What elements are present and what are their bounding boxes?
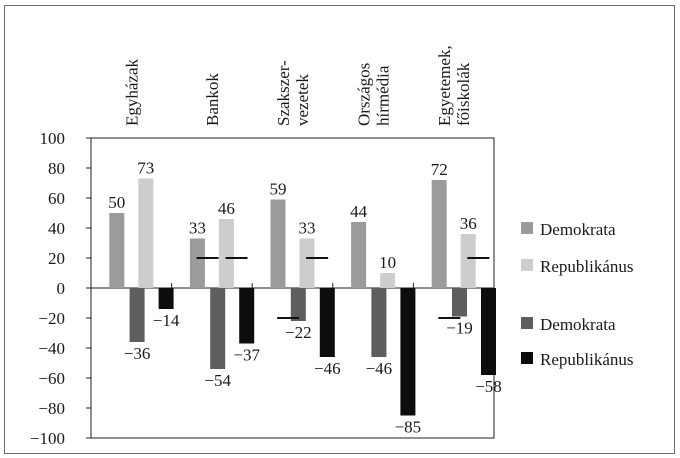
- category-label: Szakszer-: [274, 60, 293, 126]
- data-label: 73: [137, 159, 154, 178]
- legend-swatch-4: [521, 352, 533, 364]
- data-label: 33: [299, 219, 316, 238]
- data-label: −46: [366, 359, 393, 378]
- data-label: −14: [153, 311, 180, 330]
- data-label: 72: [431, 160, 448, 179]
- legend-swatch-1: [521, 222, 533, 234]
- category-label: Egyházak: [122, 58, 141, 126]
- bar-2: [460, 234, 476, 288]
- y-tick-label: 80: [48, 159, 65, 178]
- legend-label: Republikánus: [540, 257, 634, 276]
- legend-swatch-2: [521, 259, 533, 271]
- data-label: 44: [350, 202, 368, 221]
- data-label: 33: [189, 219, 206, 238]
- bar-3: [452, 288, 467, 317]
- data-label: −37: [233, 346, 260, 365]
- data-label: 59: [270, 180, 287, 199]
- bar-2: [380, 273, 396, 288]
- bar-3: [290, 288, 306, 321]
- data-label: 36: [460, 214, 477, 233]
- data-label: −46: [314, 359, 341, 378]
- data-label: 50: [108, 193, 125, 212]
- bar-2: [138, 178, 154, 288]
- y-tick-label: −100: [30, 429, 65, 448]
- bar-4: [319, 288, 335, 357]
- y-tick-label: 60: [48, 189, 65, 208]
- bar-1: [351, 222, 367, 288]
- data-label: −85: [395, 418, 422, 437]
- y-tick-label: −80: [38, 399, 65, 418]
- data-label: 10: [379, 253, 396, 272]
- y-tick-label: 20: [48, 249, 65, 268]
- data-label: −22: [285, 323, 312, 342]
- category-label: hírmédia: [374, 65, 393, 126]
- data-label: 46: [218, 199, 235, 218]
- legend-label: Republikánus: [540, 350, 634, 369]
- bar-4: [481, 288, 496, 375]
- bar-1: [431, 180, 447, 288]
- bar-4: [400, 288, 416, 416]
- bar-1: [109, 213, 125, 288]
- bar-2: [299, 238, 315, 288]
- y-tick-label: 40: [48, 219, 65, 238]
- category-label: Országos: [355, 63, 374, 126]
- category-label: vezetek: [293, 74, 312, 126]
- data-label: −19: [446, 319, 473, 338]
- y-tick-label: 0: [57, 279, 66, 298]
- bar-4: [239, 288, 255, 344]
- bar-4: [158, 288, 174, 309]
- bar-3: [129, 288, 145, 342]
- bar-1: [189, 238, 205, 288]
- category-label: Bankok: [203, 73, 222, 126]
- category-label: főiskolák: [454, 62, 473, 126]
- chart-frame: [4, 5, 675, 454]
- bar-1: [270, 199, 286, 288]
- data-label: −58: [475, 377, 502, 396]
- y-tick-label: −60: [38, 369, 65, 388]
- bar-3: [210, 288, 226, 369]
- legend-label: Demokrata: [540, 220, 616, 239]
- y-tick-label: 100: [40, 129, 66, 148]
- y-tick-label: −20: [38, 309, 65, 328]
- data-label: −36: [124, 344, 151, 363]
- legend-label: Demokrata: [540, 315, 616, 334]
- legend-swatch-3: [521, 317, 533, 329]
- y-tick-label: −40: [38, 339, 65, 358]
- bar-2: [218, 219, 234, 288]
- category-label: Egyetemek,: [435, 45, 454, 126]
- bar-3: [371, 288, 387, 357]
- data-label: −54: [204, 371, 231, 390]
